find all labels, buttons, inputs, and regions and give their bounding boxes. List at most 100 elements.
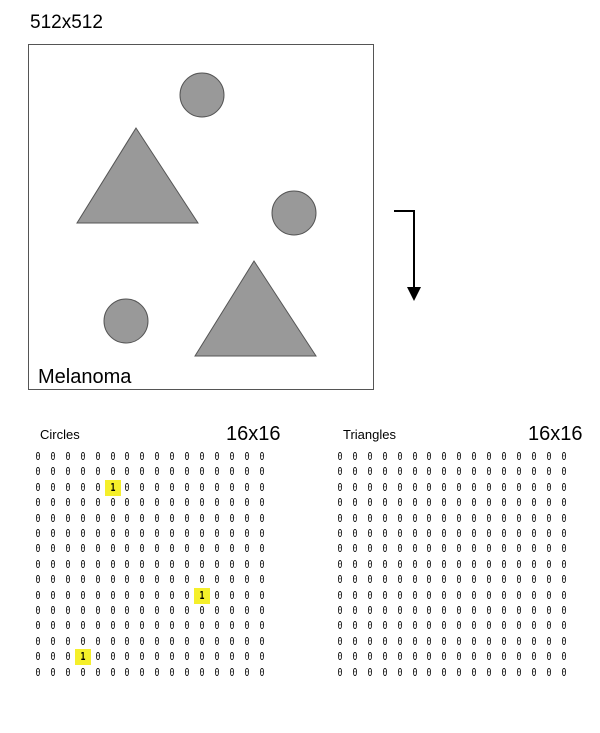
grid-cell: 0	[244, 573, 250, 587]
grid-cell: 0	[35, 650, 41, 664]
grid-cell: 0	[229, 527, 235, 540]
grid-cell: 0	[124, 465, 130, 479]
grid-cell: 0	[352, 465, 358, 479]
grid-cell: 0	[35, 634, 41, 648]
grid-cell: 0	[561, 557, 566, 571]
grid-cell: 0	[214, 542, 220, 556]
grid-cell: 0	[80, 573, 86, 587]
grid-cell: 0	[337, 511, 343, 525]
highlight-cell	[193, 587, 210, 604]
grid-cell: 0	[412, 634, 417, 648]
grid-cell: 0	[259, 588, 264, 602]
image-label: Melanoma	[38, 366, 132, 388]
grid-cell: 0	[65, 557, 71, 571]
grid-cell: 0	[486, 573, 492, 587]
grid-cell: 0	[382, 527, 388, 540]
grid-cell: 0	[154, 634, 160, 648]
grid-cell: 0	[80, 527, 86, 540]
grid-cell: 0	[110, 634, 115, 648]
grid-cell: 0	[199, 465, 205, 479]
grid-cell: 0	[154, 511, 160, 525]
grid-cell: 0	[50, 511, 56, 525]
grid-cell: 0	[95, 542, 101, 556]
grid-cell: 0	[352, 604, 358, 617]
grid-cell: 0	[229, 650, 235, 664]
grid-cell: 0	[169, 665, 175, 679]
grid-cell: 0	[501, 542, 507, 556]
grid-cell: 0	[561, 465, 566, 479]
grid-cell: 0	[229, 496, 235, 510]
grid-cell: 0	[154, 480, 160, 494]
grid-cell: 0	[139, 465, 145, 479]
grid-cell: 0	[169, 573, 175, 587]
grid-cell: 0	[124, 634, 130, 648]
grid-cell: 0	[50, 480, 56, 494]
grid-cell: 0	[139, 557, 145, 571]
grid-cell: 0	[154, 496, 160, 510]
grid-cell: 0	[80, 604, 86, 617]
grid-cell: 0	[199, 619, 205, 633]
grid-cell: 0	[199, 542, 205, 556]
grid-cell: 0	[229, 604, 235, 617]
grid-cell: 0	[486, 480, 492, 494]
grid-cell: 0	[471, 665, 477, 679]
grid-cell: 0	[561, 619, 566, 633]
grid-cell: 0	[486, 557, 492, 571]
grid-cell: 0	[214, 480, 220, 494]
grid-cell: 0	[124, 665, 130, 679]
triangle-left	[76, 127, 199, 224]
grid-cell: 0	[244, 557, 250, 571]
grid-cell: 0	[412, 542, 417, 556]
grid-cell: 0	[546, 634, 552, 648]
grid-cell: 0	[546, 604, 552, 617]
grid-cell: 0	[154, 619, 160, 633]
grid-cell: 0	[441, 480, 447, 494]
grid-cell: 0	[244, 604, 250, 617]
grid-cell: 0	[382, 665, 388, 679]
grid-cell: 0	[184, 480, 190, 494]
grid-cell: 0	[561, 496, 566, 510]
grid-cell: 0	[352, 573, 358, 587]
grid-cell: 0	[516, 573, 522, 587]
grid-cell: 0	[35, 573, 41, 587]
grid-cell: 0	[154, 542, 160, 556]
grid-cell: 0	[124, 511, 130, 525]
grid-cell: 0	[80, 619, 86, 633]
grid-cell: 0	[229, 634, 235, 648]
grid-cell: 0	[486, 604, 492, 617]
grid-cell: 0	[80, 511, 86, 525]
grid-cell: 0	[80, 634, 86, 648]
grid-cell: 0	[139, 619, 145, 633]
grid-cell: 0	[441, 465, 447, 479]
grid-cell: 0	[367, 604, 373, 617]
grid-cell: 0	[426, 450, 432, 463]
grid-cell: 0	[516, 450, 522, 463]
grid-cell: 0	[184, 450, 190, 463]
grid-cell: 0	[184, 496, 190, 510]
grid-cell: 0	[199, 557, 205, 571]
grid-cell: 0	[561, 511, 566, 525]
grid-cell: 0	[337, 573, 343, 587]
grid-cell: 0	[501, 450, 507, 463]
grid-cell: 0	[426, 480, 432, 494]
grid-cell: 0	[531, 450, 537, 463]
grid-cell: 0	[397, 650, 403, 664]
grid-cell: 0	[561, 480, 566, 494]
grid-cell: 0	[501, 557, 507, 571]
grid-cell: 0	[154, 573, 160, 587]
grid-cell: 0	[501, 511, 507, 525]
grid-cell: 0	[337, 542, 343, 556]
grid-cell: 0	[259, 650, 264, 664]
grid-cell: 0	[546, 650, 552, 664]
grid-cell: 0	[139, 634, 145, 648]
grid-cell: 0	[229, 480, 235, 494]
down-arrow-icon	[394, 210, 421, 301]
grid-cell: 0	[531, 465, 537, 479]
grid-cell: 0	[214, 450, 220, 463]
grid-cell: 0	[244, 450, 250, 463]
grid-cell: 0	[169, 619, 175, 633]
grid-cell: 0	[154, 450, 160, 463]
grid-cell: 0	[199, 604, 205, 617]
grid-cell: 0	[531, 542, 537, 556]
grid-cell: 0	[65, 573, 71, 587]
